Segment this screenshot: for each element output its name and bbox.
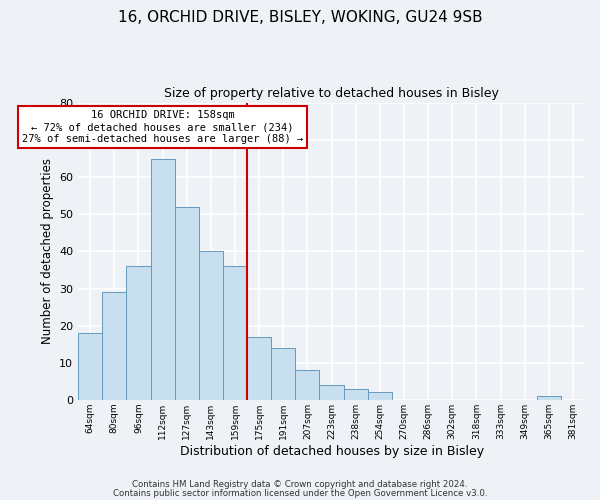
Bar — [368, 392, 392, 400]
Text: Contains public sector information licensed under the Open Government Licence v3: Contains public sector information licen… — [113, 488, 487, 498]
Y-axis label: Number of detached properties: Number of detached properties — [41, 158, 53, 344]
Bar — [223, 266, 247, 400]
Title: Size of property relative to detached houses in Bisley: Size of property relative to detached ho… — [164, 88, 499, 101]
Bar — [102, 292, 127, 400]
Bar — [127, 266, 151, 400]
X-axis label: Distribution of detached houses by size in Bisley: Distribution of detached houses by size … — [179, 444, 484, 458]
Text: 16 ORCHID DRIVE: 158sqm
← 72% of detached houses are smaller (234)
27% of semi-d: 16 ORCHID DRIVE: 158sqm ← 72% of detache… — [22, 110, 303, 144]
Bar — [537, 396, 561, 400]
Bar — [175, 207, 199, 400]
Bar — [319, 385, 344, 400]
Bar — [199, 252, 223, 400]
Bar — [344, 388, 368, 400]
Bar — [78, 333, 102, 400]
Bar — [151, 158, 175, 400]
Bar — [271, 348, 295, 400]
Bar — [247, 336, 271, 400]
Bar — [295, 370, 319, 400]
Text: Contains HM Land Registry data © Crown copyright and database right 2024.: Contains HM Land Registry data © Crown c… — [132, 480, 468, 489]
Text: 16, ORCHID DRIVE, BISLEY, WOKING, GU24 9SB: 16, ORCHID DRIVE, BISLEY, WOKING, GU24 9… — [118, 10, 482, 25]
